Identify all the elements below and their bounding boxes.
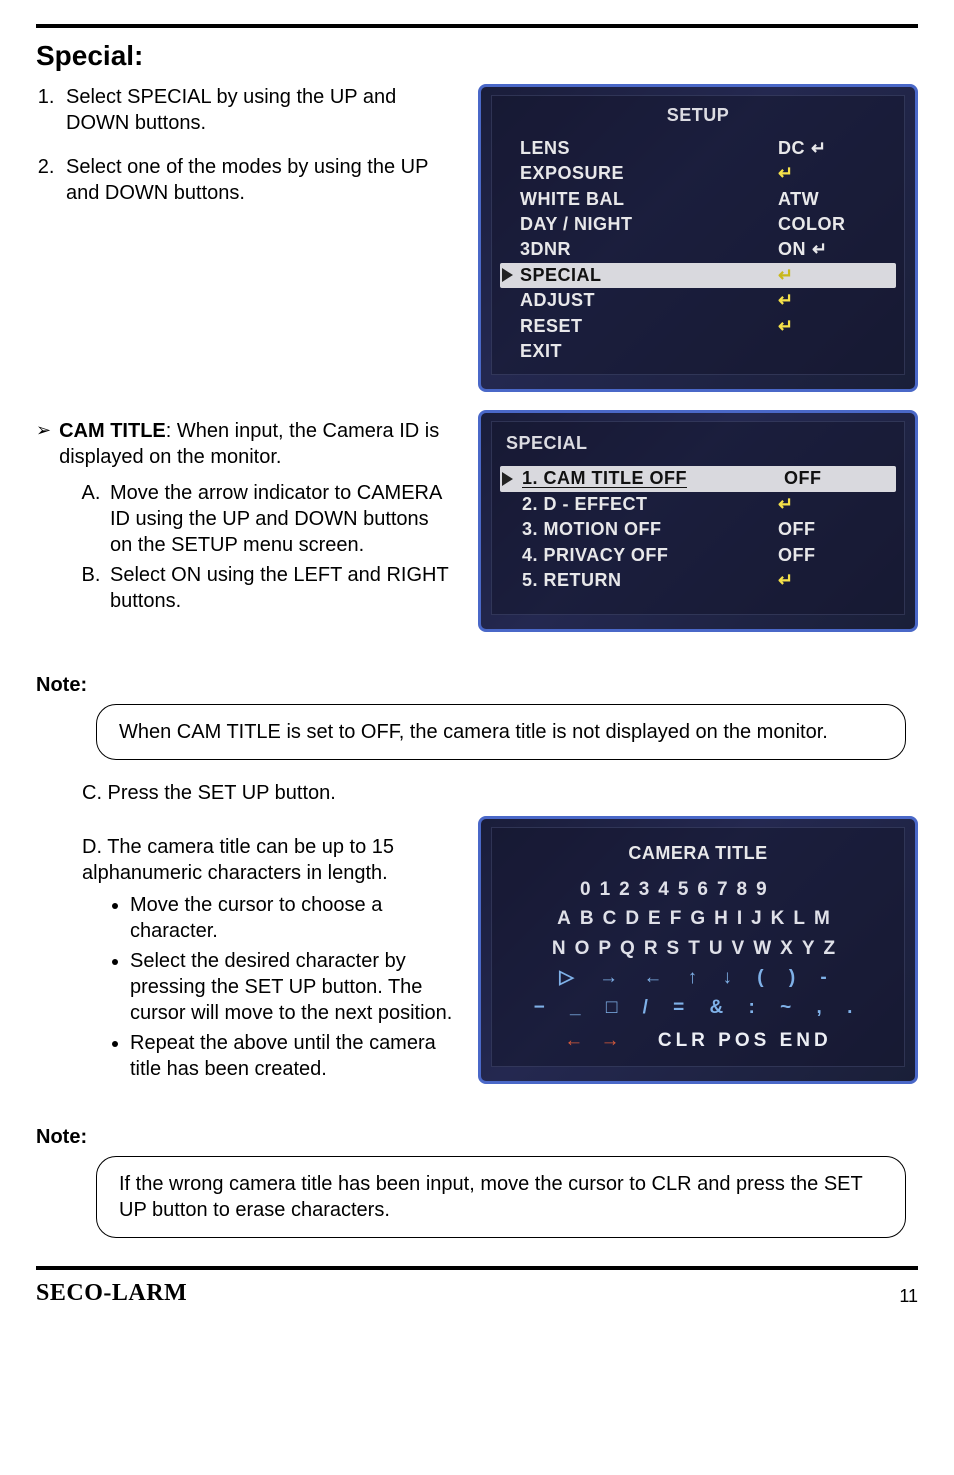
section-title: Special: xyxy=(36,38,918,74)
step-d-b1: Move the cursor to choose a character. xyxy=(130,892,454,944)
osd-special: SPECIAL 1. CAM TITLE OFF OFF 2. D - EFFE… xyxy=(478,410,918,631)
enter-icon: ↵ xyxy=(778,493,794,516)
osd-val: ATW xyxy=(778,188,819,211)
osd-label: 1. CAM TITLE OFF xyxy=(522,467,778,490)
sub-a: Move the arrow indicator to CAMERA ID us… xyxy=(106,480,454,558)
osd-label: RESET xyxy=(520,315,778,338)
osd-row-exposure: EXPOSURE ↵ xyxy=(500,161,896,186)
osd-row-reset: RESET ↵ xyxy=(500,314,896,339)
triangle-icon: ➢ xyxy=(36,418,51,470)
ct-sym1: ▷ → ← ↑ ↓ ( ) - xyxy=(500,963,896,992)
ct-ops-arrows: ← → xyxy=(564,1030,625,1051)
osd-val: DC xyxy=(778,137,805,160)
osd-label: ADJUST xyxy=(520,289,778,312)
intro-list: Select SPECIAL by using the UP and DOWN … xyxy=(36,84,454,206)
cursor-icon xyxy=(502,268,513,282)
note1-box: When CAM TITLE is set to OFF, the camera… xyxy=(96,704,906,760)
ct-ops-cmds: CLR POS END xyxy=(658,1030,832,1051)
note1-text: When CAM TITLE is set to OFF, the camera… xyxy=(119,721,828,743)
ct-digits: 0123456789 xyxy=(500,875,896,904)
ct-line-a: ABCDEFGHIJKLM xyxy=(500,904,896,933)
enter-icon: ↵ xyxy=(811,137,827,160)
osd-sp-row5: 5. RETURN ↵ xyxy=(500,568,896,593)
note2-label: Note: xyxy=(36,1124,918,1150)
camtitle-heading: ➢ CAM TITLE: When input, the Camera ID i… xyxy=(36,418,454,470)
osd-label: WHITE BAL xyxy=(520,188,778,211)
ct-ops: ← → CLR POS END xyxy=(500,1026,896,1055)
enter-icon: ↵ xyxy=(778,315,794,338)
osd-setup: SETUP LENS DC↵ EXPOSURE ↵ WHITE BAL ATW … xyxy=(478,84,918,392)
osd-sp-row4: 4. PRIVACY OFF OFF xyxy=(500,543,896,568)
camtitle-bold: CAM TITLE xyxy=(59,420,166,442)
footer-brand: SECO-LARM xyxy=(36,1278,187,1309)
cursor-icon xyxy=(502,472,513,486)
osd-camtitle-title: CAMERA TITLE xyxy=(500,842,896,865)
note2-text: If the wrong camera title has been input… xyxy=(119,1173,862,1221)
osd-setup-title: SETUP xyxy=(500,104,896,127)
osd-label: EXPOSURE xyxy=(520,162,778,185)
osd-val: ON xyxy=(778,238,806,261)
osd-row-exit: EXIT xyxy=(500,339,896,364)
ct-line-b: NOPQRSTUVWXYZ xyxy=(500,934,896,963)
intro-item-1: Select SPECIAL by using the UP and DOWN … xyxy=(60,84,454,136)
osd-camtitle: CAMERA TITLE 0123456789 ABCDEFGHIJKLM NO… xyxy=(478,816,918,1084)
enter-icon: ↵ xyxy=(778,289,794,312)
sub-b: Select ON using the LEFT and RIGHT butto… xyxy=(106,562,454,614)
osd-val: OFF xyxy=(778,544,816,567)
osd-val: OFF xyxy=(778,467,828,491)
intro-item-2: Select one of the modes by using the UP … xyxy=(60,154,454,206)
enter-icon: ↵ xyxy=(778,264,794,287)
step-c: C. Press the SET UP button. xyxy=(82,780,918,806)
osd-val: COLOR xyxy=(778,213,846,236)
osd-sp-row2: 2. D - EFFECT ↵ xyxy=(500,492,896,517)
osd-special-title: SPECIAL xyxy=(500,430,896,465)
step-d-lead: D. The camera title can be up to 15 alph… xyxy=(82,834,454,886)
enter-icon: ↵ xyxy=(812,238,828,261)
camtitle-sublist: Move the arrow indicator to CAMERA ID us… xyxy=(36,480,454,614)
osd-label: 3DNR xyxy=(520,238,778,261)
osd-row-adjust: ADJUST ↵ xyxy=(500,288,896,313)
osd-row-3dnr: 3DNR ON ↵ xyxy=(500,237,896,262)
osd-label: DAY / NIGHT xyxy=(520,213,778,236)
enter-icon: ↵ xyxy=(778,569,794,592)
osd-label: LENS xyxy=(520,137,778,160)
osd-label: EXIT xyxy=(520,340,778,363)
osd-sp-row1: 1. CAM TITLE OFF OFF xyxy=(500,466,896,492)
osd-row-special: SPECIAL ↵ xyxy=(500,263,896,288)
osd-label: 3. MOTION OFF xyxy=(522,518,778,541)
osd-label: 2. D - EFFECT xyxy=(522,493,778,516)
osd-val: OFF xyxy=(778,518,816,541)
step-d-b2: Select the desired character by pressing… xyxy=(130,948,454,1026)
note2-box: If the wrong camera title has been input… xyxy=(96,1156,906,1238)
osd-sp-row3: 3. MOTION OFF OFF xyxy=(500,517,896,542)
enter-icon: ↵ xyxy=(778,162,794,185)
note1-label: Note: xyxy=(36,672,918,698)
osd-label: 4. PRIVACY OFF xyxy=(522,544,778,567)
osd-label: 5. RETURN xyxy=(522,569,778,592)
step-d-b3: Repeat the above until the camera title … xyxy=(130,1030,454,1082)
osd-row-dn: DAY / NIGHT COLOR xyxy=(500,212,896,237)
ct-sym2: − _ □ / = & : ~ , . xyxy=(500,993,896,1022)
osd-row-wb: WHITE BAL ATW xyxy=(500,187,896,212)
page-footer: SECO-LARM 11 xyxy=(36,1266,918,1325)
step-d-bullets: Move the cursor to choose a character. S… xyxy=(102,892,454,1082)
top-rule xyxy=(36,24,918,28)
footer-page: 11 xyxy=(899,1285,918,1308)
osd-label: SPECIAL xyxy=(520,264,778,287)
osd-row-lens: LENS DC ↵ xyxy=(500,136,896,161)
